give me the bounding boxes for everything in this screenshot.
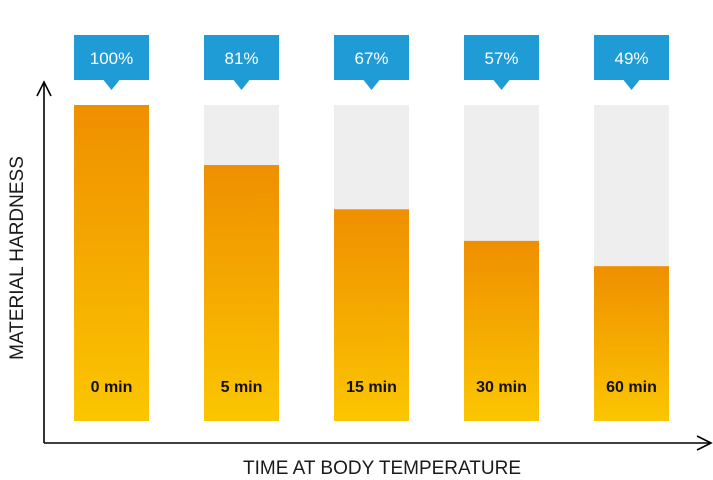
axes <box>36 80 713 451</box>
bar <box>334 209 409 421</box>
value-label: 49% <box>614 49 648 68</box>
category-label: 60 min <box>606 379 657 396</box>
bar <box>464 240 539 421</box>
value-callout <box>334 35 409 90</box>
labels-layer: 0 min 5 min 15 min 30 min 60 min <box>91 379 657 396</box>
callouts-layer: 100% 81% 67% 57% 49% <box>74 35 669 90</box>
value-callout <box>464 35 539 90</box>
bars-layer <box>74 105 669 421</box>
value-label: 67% <box>354 49 388 68</box>
value-callout <box>204 35 279 90</box>
category-label: 15 min <box>346 379 397 396</box>
value-label: 81% <box>224 49 258 68</box>
bar <box>594 266 669 421</box>
value-callout <box>74 35 149 90</box>
category-label: 30 min <box>476 379 527 396</box>
y-axis-title: MATERIAL HARDNESS <box>7 156 28 360</box>
value-callout <box>594 35 669 90</box>
value-label: 57% <box>484 49 518 68</box>
bar <box>204 165 279 421</box>
value-label: 100% <box>90 49 133 68</box>
category-label: 5 min <box>221 379 263 396</box>
x-axis-title: TIME AT BODY TEMPERATURE <box>243 458 521 479</box>
category-label: 0 min <box>91 379 133 396</box>
x-axis-arrowhead <box>696 435 713 451</box>
bar <box>74 105 149 421</box>
y-axis-arrowhead <box>36 80 52 97</box>
